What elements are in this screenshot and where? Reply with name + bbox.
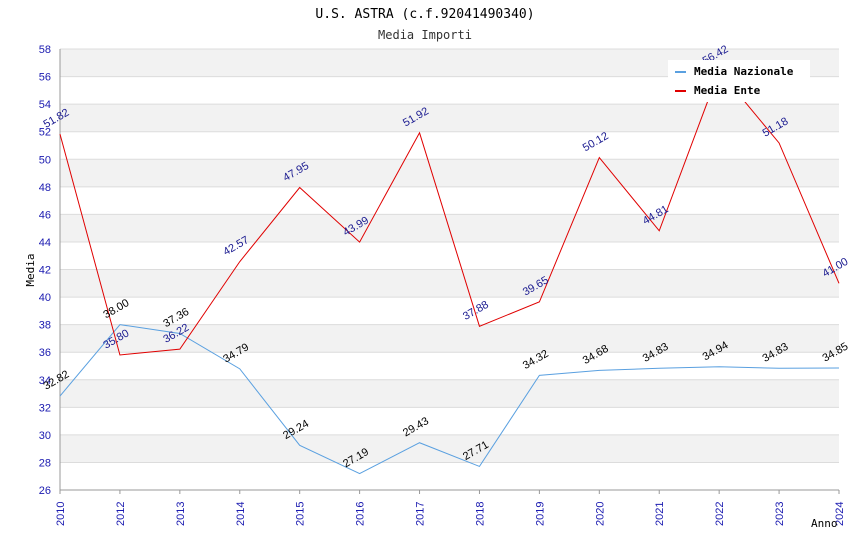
chart-subtitle: Media Importi [378,28,472,42]
y-tick-label: 50 [39,154,51,166]
y-tick-label: 28 [39,457,51,469]
plot-band [60,241,839,270]
plot-band [60,104,839,132]
y-tick-label: 44 [39,237,51,249]
x-axis-label: Anno [811,517,838,530]
x-tick-label: 2022 [714,502,726,526]
legend-label-media-nazionale: Media Nazionale [694,65,794,78]
x-tick-label: 2014 [235,502,247,526]
x-tick-label: 2015 [295,502,307,526]
x-tick-label: 2018 [474,502,486,526]
y-tick-label: 46 [39,209,51,221]
legend: Media Nazionale Media Ente [668,60,810,102]
y-axis-label: Media [24,253,37,286]
plot-band [60,186,839,215]
plot-band [60,269,839,298]
plot-band [60,379,839,408]
plot-band [60,159,839,187]
y-tick-label: 34 [39,375,51,387]
y-tick-label: 42 [39,265,51,277]
y-tick-label: 32 [39,402,51,414]
y-tick-label: 30 [39,430,51,442]
plot-band [60,407,839,435]
y-tick-label: 36 [39,347,51,359]
plot-band [60,462,839,490]
x-tick-label: 2013 [175,502,187,526]
y-tick-label: 52 [39,127,51,139]
plot-band [60,324,839,353]
x-tick-label: 2020 [594,502,606,526]
y-tick-label: 48 [39,182,51,194]
y-tick-label: 38 [39,320,51,332]
x-tick-label: 2023 [774,502,786,526]
chart-title: U.S. ASTRA (c.f.92041490340) [315,7,534,22]
series-line-media-nazionale [59,324,840,475]
y-tick-label: 26 [39,485,51,497]
legend-label-media-ente: Media Ente [694,84,761,97]
x-tick-label: 2017 [415,502,427,526]
legend-box [668,60,810,102]
plot-background [60,48,839,491]
plot-band [60,297,839,325]
y-tick-label: 56 [39,72,51,84]
x-tick-label: 2021 [654,502,666,526]
x-axis: 2010 2012 2013 2014 2015 2016 2017 2018 2019 2020… [55,490,846,526]
y-tick-label: 40 [39,292,51,304]
y-tick-label: 58 [39,44,51,56]
plot-band [60,352,839,380]
y-tick-label: 54 [39,99,51,111]
x-tick-label: 2016 [355,502,367,526]
x-tick-label: 2012 [115,502,127,526]
y-axis: 26 28 30 32 34 36 38 40 42 44 46 48 50 52 54 56 58 [39,44,51,497]
plot-band [60,131,839,160]
x-tick-label: 2024 [834,502,846,526]
x-tick-label: 2010 [55,502,67,526]
plot-band [60,434,839,463]
x-tick-label: 2019 [534,502,546,526]
